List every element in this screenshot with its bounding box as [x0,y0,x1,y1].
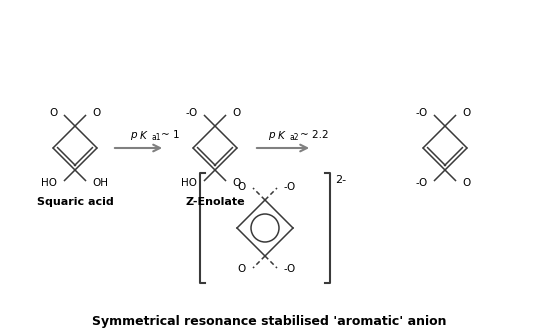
Text: OH: OH [93,177,109,187]
Text: HO: HO [181,177,197,187]
Text: HO: HO [41,177,58,187]
Text: O: O [232,177,240,187]
Text: O: O [232,109,240,119]
Text: ~ 2.2: ~ 2.2 [300,130,329,140]
Text: O: O [238,181,246,191]
Text: -O: -O [284,264,296,274]
Text: O: O [463,109,471,119]
Text: O: O [463,177,471,187]
Text: -O: -O [284,181,296,191]
Text: a1: a1 [152,134,161,143]
Text: $K$: $K$ [139,129,148,141]
Text: ~ 1: ~ 1 [161,130,180,140]
Text: 2-: 2- [335,175,346,185]
Text: -O: -O [185,109,197,119]
Text: $K$: $K$ [277,129,287,141]
Text: a2: a2 [290,134,300,143]
Text: Z-Enolate: Z-Enolate [185,197,245,207]
Text: O: O [238,264,246,274]
Text: O: O [49,109,58,119]
Text: Symmetrical resonance stabilised 'aromatic' anion: Symmetrical resonance stabilised 'aromat… [92,314,446,327]
Text: Squaric acid: Squaric acid [37,197,114,207]
Text: p: p [268,130,275,140]
Text: -O: -O [415,109,428,119]
Text: O: O [93,109,101,119]
Text: p: p [130,130,137,140]
Text: -O: -O [415,177,428,187]
